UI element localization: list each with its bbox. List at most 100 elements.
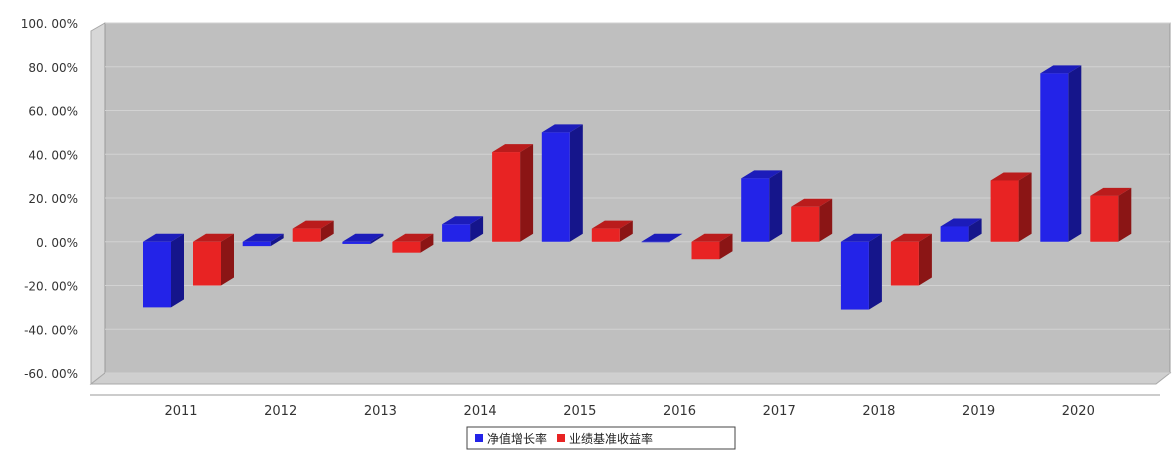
bar-side	[470, 216, 484, 242]
bar-front	[890, 241, 919, 286]
bar-top	[242, 233, 284, 242]
bar-top	[641, 233, 683, 242]
bar-front	[691, 241, 720, 260]
bar-front	[741, 178, 770, 242]
bar	[342, 233, 384, 244]
legend-swatch	[557, 434, 565, 442]
bar-front	[392, 241, 421, 253]
legend-item: 净值增长率	[475, 431, 547, 446]
bar-top	[940, 218, 982, 227]
bar-side	[868, 233, 882, 310]
bar-front	[193, 241, 221, 286]
x-tick-label: 2014	[464, 404, 497, 419]
y-tick-label: 20. 00%	[28, 192, 78, 206]
bar	[691, 233, 733, 260]
y-tick-label: 40. 00%	[28, 148, 78, 162]
bar-side	[370, 233, 384, 244]
bar-side	[1068, 65, 1082, 242]
x-tick-label: 2013	[364, 404, 397, 419]
y-tick-label: -20. 00%	[24, 280, 78, 294]
plot-floor	[89, 372, 1172, 385]
x-tick-label: 2018	[862, 404, 895, 419]
bar	[541, 124, 583, 242]
bar	[1090, 187, 1132, 242]
y-axis-tick-labels: -60. 00% -40. 00% -20. 00% 0. 00% 20. 00% 40.…	[21, 17, 78, 381]
bar	[591, 220, 633, 242]
bar-side	[1018, 172, 1032, 242]
bar	[193, 233, 234, 286]
x-tick-label: 2012	[264, 404, 297, 419]
bar-top	[492, 144, 534, 153]
bar-side	[918, 233, 932, 286]
bar-top	[442, 216, 484, 225]
bar-side	[769, 170, 783, 242]
bar-top	[791, 198, 833, 207]
y-tick-label: 80. 00%	[28, 61, 78, 75]
bar-top	[392, 233, 434, 242]
y-tick-label: -60. 00%	[24, 367, 78, 381]
x-tick-label: 2011	[164, 404, 197, 419]
bar-top	[292, 220, 334, 229]
bar-side	[270, 233, 284, 247]
bar-front	[242, 241, 271, 247]
bar-front	[492, 152, 521, 242]
bar-top	[840, 233, 882, 242]
plot-left-wall	[90, 22, 106, 386]
bar-front	[342, 241, 371, 244]
bar	[940, 218, 982, 242]
bar	[641, 233, 683, 243]
bar-front	[1040, 73, 1069, 242]
y-tick-label: 60. 00%	[28, 105, 78, 119]
bar-top	[591, 220, 633, 229]
legend-box	[466, 426, 736, 450]
x-tick-label: 2015	[563, 404, 596, 419]
bar	[143, 233, 184, 308]
bar-front	[541, 132, 570, 242]
bar-side	[221, 233, 234, 286]
bar	[990, 172, 1032, 242]
bar-front	[442, 224, 471, 242]
bar-side	[719, 233, 733, 260]
x-axis-tick-labels: 2011 2012 2013 2014 2015 2016 2017 2018 2019 2020	[164, 404, 1094, 419]
bar-top	[691, 233, 733, 242]
bar-front	[1090, 195, 1119, 242]
bar-front	[940, 226, 969, 242]
bar-side	[520, 144, 534, 242]
y-tick-label: 100. 00%	[21, 17, 78, 31]
bar-front	[840, 241, 869, 310]
gridlines	[105, 22, 1170, 374]
bar	[242, 233, 284, 247]
bar-top	[1040, 65, 1082, 74]
legend-item: 业绩基准收益率	[557, 431, 653, 446]
bar-front	[143, 241, 171, 308]
bars	[143, 65, 1132, 310]
bar-top	[342, 233, 384, 242]
y-tick-label: 0. 00%	[36, 236, 78, 250]
bar	[840, 233, 882, 310]
legend-swatch	[475, 434, 483, 442]
bar-top	[890, 233, 932, 242]
bar	[890, 233, 932, 286]
legend-label: 净值增长率	[487, 431, 547, 446]
bar	[1040, 65, 1082, 242]
x-tick-label: 2020	[1062, 404, 1095, 419]
legend-label: 业绩基准收益率	[569, 431, 653, 446]
bar-top	[193, 233, 234, 242]
bar-top	[1090, 187, 1132, 196]
legend: 净值增长率 业绩基准收益率	[466, 426, 736, 450]
bar-side	[171, 233, 184, 308]
bar-front	[591, 228, 620, 242]
x-tick-label: 2017	[763, 404, 796, 419]
bar-top	[541, 124, 583, 133]
bar	[392, 233, 434, 253]
bar-front	[292, 228, 321, 242]
x-tick-label: 2019	[962, 404, 995, 419]
bar-side	[1118, 187, 1132, 242]
bar	[292, 220, 334, 242]
bar	[442, 216, 484, 242]
bar-top	[143, 233, 184, 242]
bar	[741, 170, 783, 242]
bar-side	[569, 124, 583, 242]
x-tick-label: 2016	[663, 404, 696, 419]
